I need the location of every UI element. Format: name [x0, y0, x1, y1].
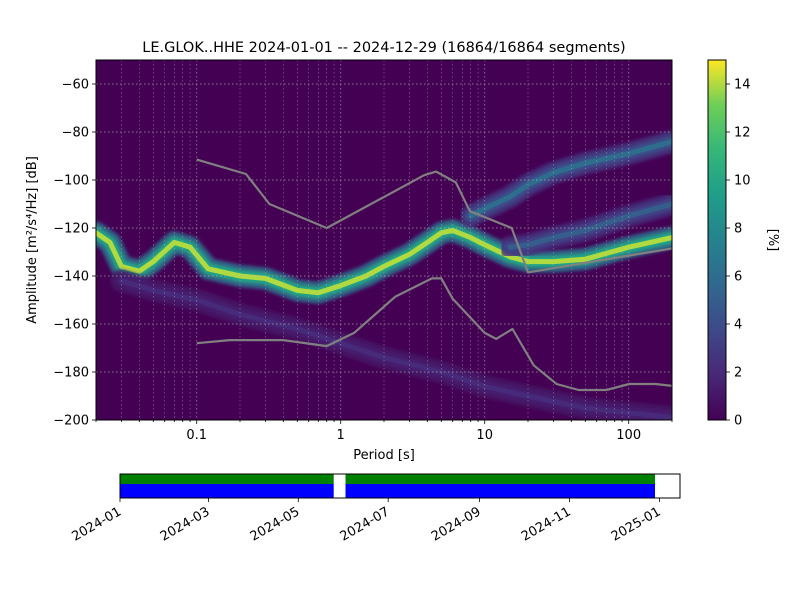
ridge-core-1: [468, 139, 672, 219]
timeline-tick-label: 2024-03: [158, 504, 213, 544]
timeline-tick-label: 2024-09: [429, 504, 484, 544]
y-tick-label: −80: [62, 126, 89, 141]
ridge-core-2: [507, 201, 672, 250]
timeline-frame: [119, 473, 681, 499]
timeline-panel: 2024-01 2024-03 2024-05 2024-07 2024-09 2024-…: [69, 473, 681, 545]
y-tick-label: −200: [53, 414, 89, 429]
y-tick-label: −120: [53, 222, 89, 237]
timeline-tick-label: 2024-07: [338, 504, 393, 544]
x-tick-label: 0.1: [186, 428, 207, 443]
ridge-core-0: [96, 227, 672, 296]
timeline-segments: [120, 474, 655, 498]
colorbar-tick-label: 0: [734, 414, 742, 429]
timeline-segment-bottom-1: [345, 484, 655, 498]
colorbar-tick-label: 4: [734, 318, 742, 333]
timeline-segment-top-0: [120, 474, 334, 484]
x-tick-label: 1: [337, 428, 345, 443]
chart-title: LE.GLOK..HHE 2024-01-01 -- 2024-12-29 (1…: [142, 40, 625, 56]
series-line-1: [196, 277, 672, 392]
timeline-tick-label: 2024-01: [69, 504, 124, 544]
colorbar-tick-label: 8: [734, 222, 742, 237]
colorbar-ticks: 0 2 4 6 8 10 12 14: [726, 78, 751, 429]
timeline-ticks: 2024-01 2024-03 2024-05 2024-07 2024-09 2024-…: [69, 498, 663, 545]
y-tick-label: −60: [62, 78, 89, 93]
colorbar-tick-label: 14: [734, 78, 751, 93]
colorbar-tick-label: 10: [734, 174, 751, 189]
y-axis-label: Amplitude [m²/s⁴/Hz] [dB]: [25, 156, 40, 324]
colorbar-tick-label: 6: [734, 270, 742, 285]
timeline-segment-top-1: [345, 474, 655, 484]
x-tick-label: 100: [616, 428, 641, 443]
y-tick-label: −180: [53, 366, 89, 381]
timeline-tick-label: 2024-11: [519, 504, 574, 544]
series-line-0: [196, 158, 672, 274]
x-tick-label: 10: [476, 428, 493, 443]
x-axis-label: Period [s]: [353, 448, 415, 463]
timeline-tick-label: 2024-05: [248, 504, 303, 544]
colorbar: 0 2 4 6 8 10 12 14 [%]: [707, 59, 780, 429]
heatmap-panel: 0.1 1 10 100 −200 −180 −160 −140 −120 −100 −80 −60…: [25, 59, 673, 463]
x-axis-ticks: 0.1 1 10 100: [95, 420, 673, 443]
y-tick-label: −100: [53, 174, 89, 189]
colorbar-tick-label: 12: [734, 126, 751, 141]
y-axis-ticks: −200 −180 −160 −140 −120 −100 −80 −60: [53, 78, 96, 429]
colorbar-tick-label: 2: [734, 366, 742, 381]
timeline-segment-bottom-0: [120, 484, 334, 498]
colorbar-gradient: [707, 59, 727, 421]
y-tick-label: −140: [53, 270, 89, 285]
grid-lines: [96, 60, 672, 420]
colorbar-label: [%]: [765, 229, 780, 252]
timeline-tick-label: 2025-01: [609, 504, 664, 544]
noise-model-curves: [196, 158, 672, 392]
y-tick-label: −160: [53, 318, 89, 333]
